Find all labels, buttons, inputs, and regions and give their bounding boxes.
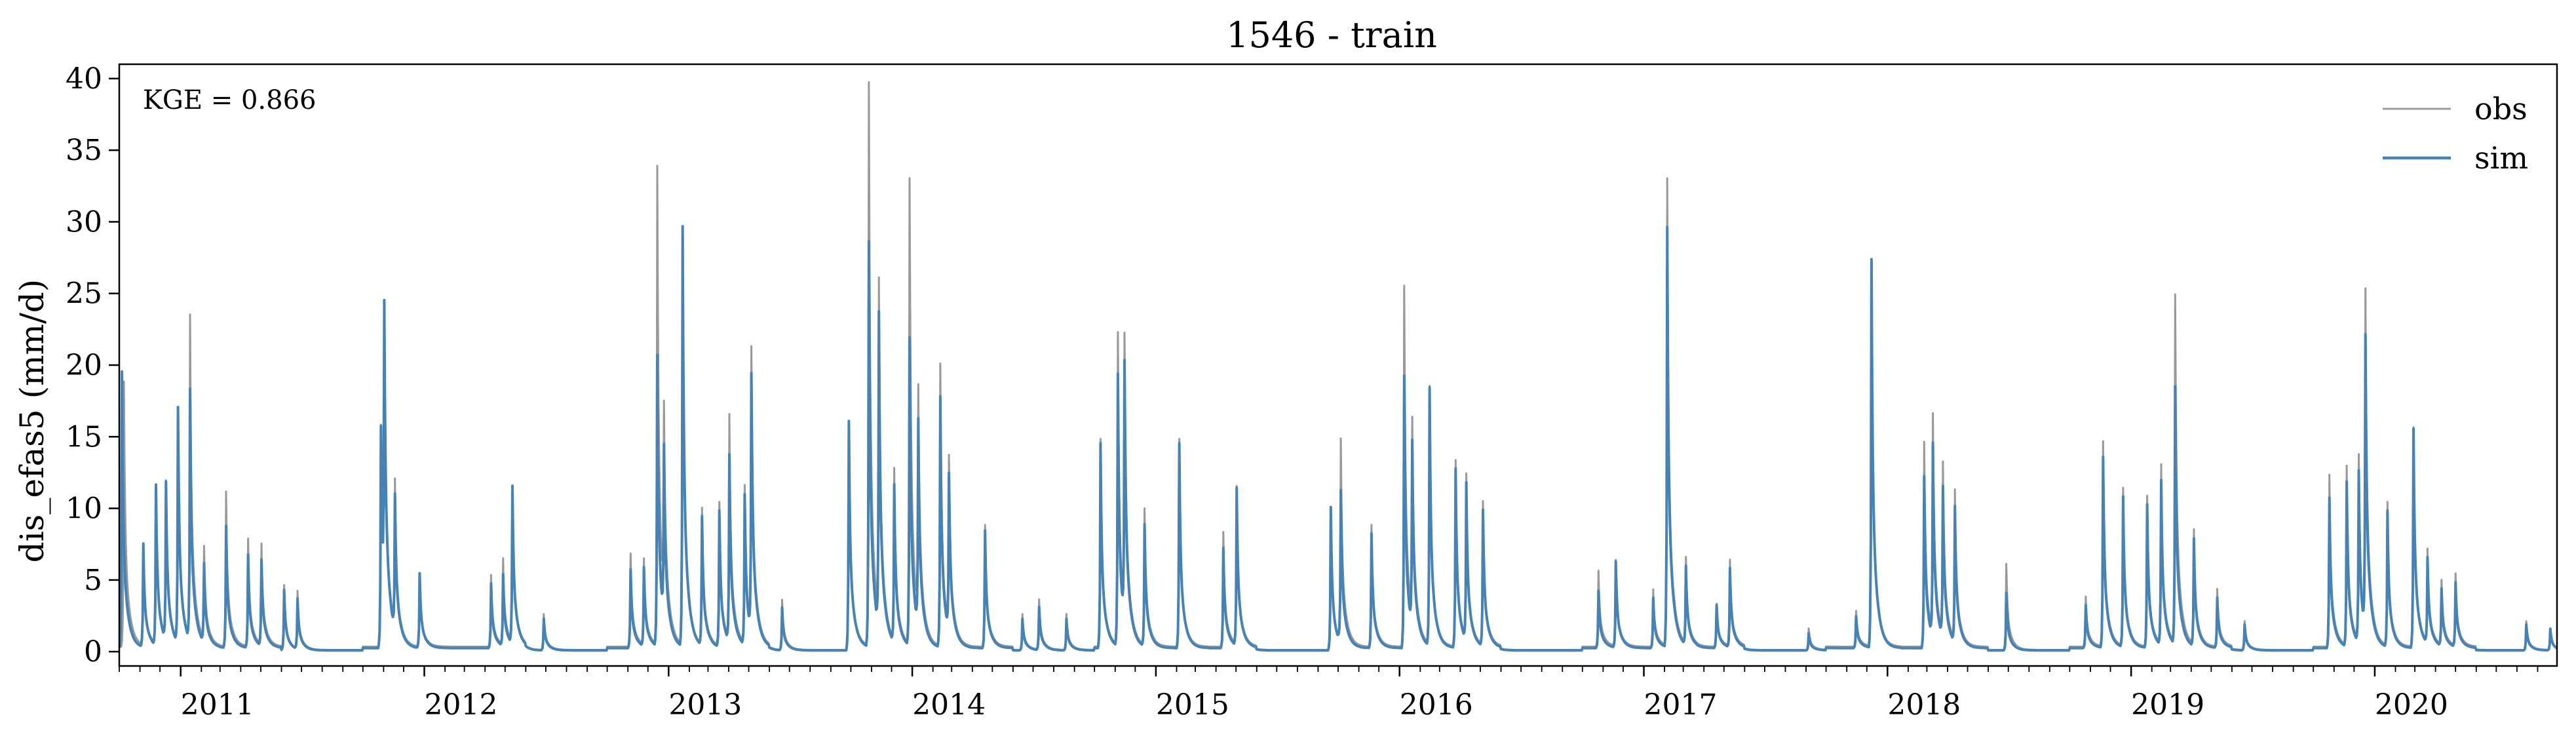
y-axis: 0 5 10 15 20 25 30 35 40 [66, 62, 119, 669]
y-tick-label: 40 [66, 62, 102, 96]
kge-annotation: KGE = 0.866 [143, 85, 317, 115]
x-tick-label: 2015 [1156, 688, 1229, 722]
y-tick-label: 30 [66, 205, 102, 239]
y-axis-label: dis_efas5 (mm/d) [13, 279, 51, 563]
x-tick-label: 2017 [1644, 688, 1718, 722]
chart-title: 1546 - train [1226, 14, 1437, 56]
x-tick-label: 2020 [2375, 688, 2448, 722]
y-tick-label: 0 [84, 635, 102, 669]
y-tick-label: 5 [84, 564, 102, 597]
y-tick-label: 10 [66, 492, 102, 526]
x-tick-label: 2011 [181, 688, 254, 722]
plot-frame [118, 63, 2558, 667]
x-axis: 2011 2012 2013 2014 2015 2016 2017 2018 2019 2020 [119, 666, 2539, 722]
x-tick-label: 2019 [2131, 688, 2204, 722]
y-tick-label: 15 [66, 420, 102, 454]
series-line-obs [119, 81, 2557, 651]
y-tick-label: 20 [66, 349, 102, 382]
x-tick-label: 2013 [668, 688, 742, 722]
y-tick-label: 25 [66, 277, 102, 311]
legend-label-sim: sim [2474, 140, 2528, 176]
x-tick-label: 2014 [912, 688, 986, 722]
y-tick-label: 35 [66, 134, 102, 167]
series-line-sim [119, 225, 2557, 652]
legend: obs sim [2383, 91, 2528, 176]
series-layer [119, 81, 2557, 652]
x-tick-label: 2018 [1887, 688, 1961, 722]
legend-label-obs: obs [2474, 91, 2528, 127]
x-tick-label: 2012 [425, 688, 498, 722]
x-tick-label: 2016 [1400, 688, 1473, 722]
